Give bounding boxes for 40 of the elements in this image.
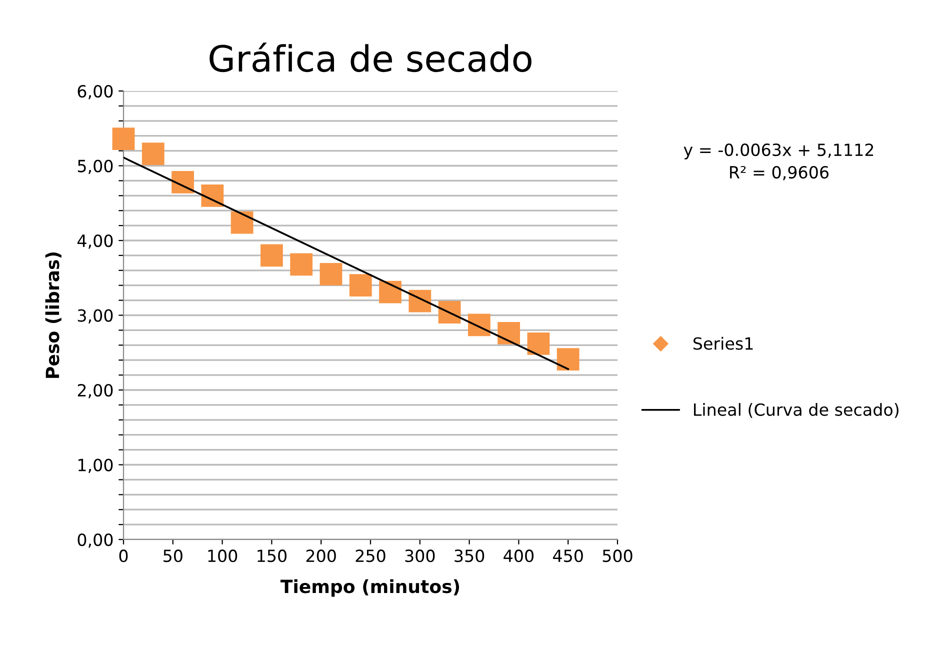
y-tick-label: 1,00 <box>78 458 113 474</box>
y-tick-label: 6,00 <box>78 84 113 100</box>
x-tick-label: 500 <box>602 550 632 562</box>
point <box>290 253 313 276</box>
point <box>112 128 135 150</box>
point <box>260 244 283 267</box>
point <box>230 211 254 234</box>
point <box>408 290 432 312</box>
point <box>498 322 520 344</box>
point <box>527 332 550 355</box>
legend-label: Lineal (Curva de secado) <box>694 403 898 418</box>
point <box>142 142 164 165</box>
y-tick-label: 4,00 <box>77 234 113 249</box>
point <box>556 348 580 371</box>
point <box>379 280 402 304</box>
point <box>349 274 372 297</box>
x-tick-label: 0 <box>119 550 128 562</box>
x-tick-label: 200 <box>306 550 336 562</box>
point <box>468 314 490 336</box>
y-tick-label: 3,00 <box>78 309 113 324</box>
x-tick-label: 350 <box>454 550 484 562</box>
x-axis-title: Tiempo (minutos) <box>280 579 460 597</box>
y-tick-label: 5,00 <box>78 160 113 174</box>
x-tick-label: 300 <box>405 550 435 562</box>
x-tick-label: 450 <box>553 550 583 562</box>
y-axis-title: Peso (libras) <box>45 252 62 378</box>
x-tick-label: 400 <box>504 550 534 562</box>
x-tick-label: 150 <box>258 550 286 562</box>
x-tick-label: 50 <box>164 550 182 562</box>
point <box>172 170 194 194</box>
y-tick-label: 2,00 <box>78 384 113 398</box>
legend-label: Series1 <box>693 336 753 350</box>
chart-title: Gráfica de secado <box>210 42 532 72</box>
point <box>438 301 461 324</box>
point <box>201 184 224 207</box>
x-tick-label: 100 <box>208 550 238 562</box>
text: y = -0.0063x + 5,1112 R² = 0,9606 <box>684 144 874 180</box>
point <box>320 262 342 286</box>
x-tick-label: 250 <box>356 550 386 562</box>
y-tick-label: 0,00 <box>78 533 113 548</box>
